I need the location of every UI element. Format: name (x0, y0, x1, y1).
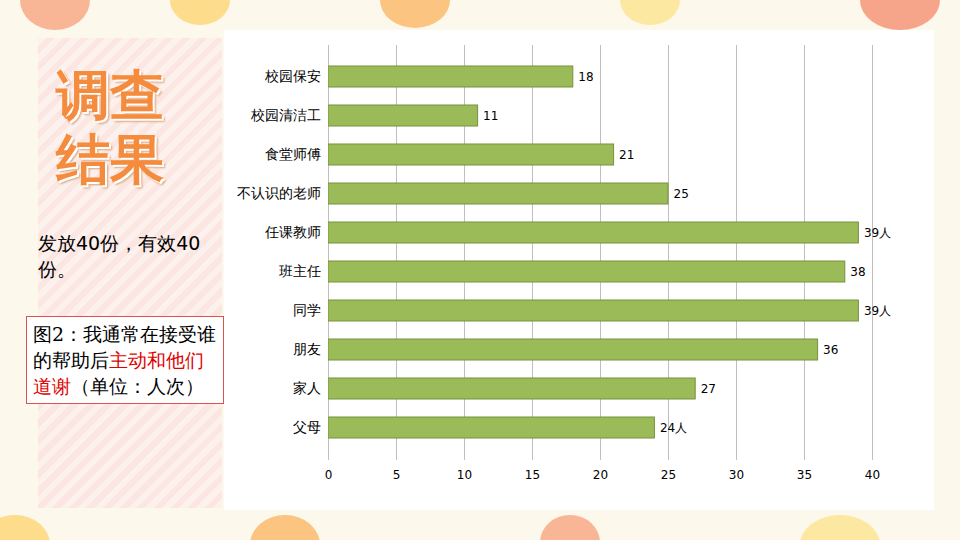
svg-text:食堂师傅: 食堂师傅 (265, 146, 321, 162)
svg-text:15: 15 (525, 468, 540, 482)
svg-text:朋友: 朋友 (293, 341, 321, 357)
svg-text:班主任: 班主任 (279, 263, 321, 279)
svg-text:同学: 同学 (293, 302, 321, 318)
svg-text:24人: 24人 (660, 421, 687, 435)
svg-text:0: 0 (325, 468, 333, 482)
svg-text:20: 20 (593, 468, 608, 482)
svg-text:25: 25 (674, 187, 689, 201)
svg-text:21: 21 (619, 148, 634, 162)
svg-text:38: 38 (850, 265, 865, 279)
html-text:图2：我通常在接受谁的帮助后主动和他们道谢（单位：人次）: 图2：我通常在接受谁的帮助后主动和他们道谢（单位：人次） (33, 323, 217, 397)
svg-text:家人: 家人 (293, 380, 321, 396)
svg-text:校园保安: 校园保安 (264, 68, 321, 84)
svg-text:父母: 父母 (293, 419, 321, 435)
html-text:发放40份，有效40份。: 发放40份，有效40份。 (38, 232, 201, 280)
svg-text:11: 11 (483, 109, 498, 123)
svg-text:25: 25 (661, 468, 676, 482)
svg-text:27: 27 (701, 382, 716, 396)
html-text:调查结果: 调查结果 (56, 64, 164, 191)
svg-text:5: 5 (393, 468, 401, 482)
svg-text:30: 30 (729, 468, 744, 482)
svg-text:任课教师: 任课教师 (264, 224, 321, 240)
svg-text:39人: 39人 (864, 304, 891, 318)
svg-text:10: 10 (457, 468, 472, 482)
svg-text:35: 35 (797, 468, 812, 482)
svg-text:40: 40 (865, 468, 880, 482)
svg-text:36: 36 (823, 343, 838, 357)
svg-text:不认识的老师: 不认识的老师 (237, 185, 321, 201)
svg-text:校园清洁工: 校园清洁工 (250, 107, 321, 123)
svg-text:39人: 39人 (864, 226, 891, 240)
svg-text:18: 18 (578, 70, 593, 84)
